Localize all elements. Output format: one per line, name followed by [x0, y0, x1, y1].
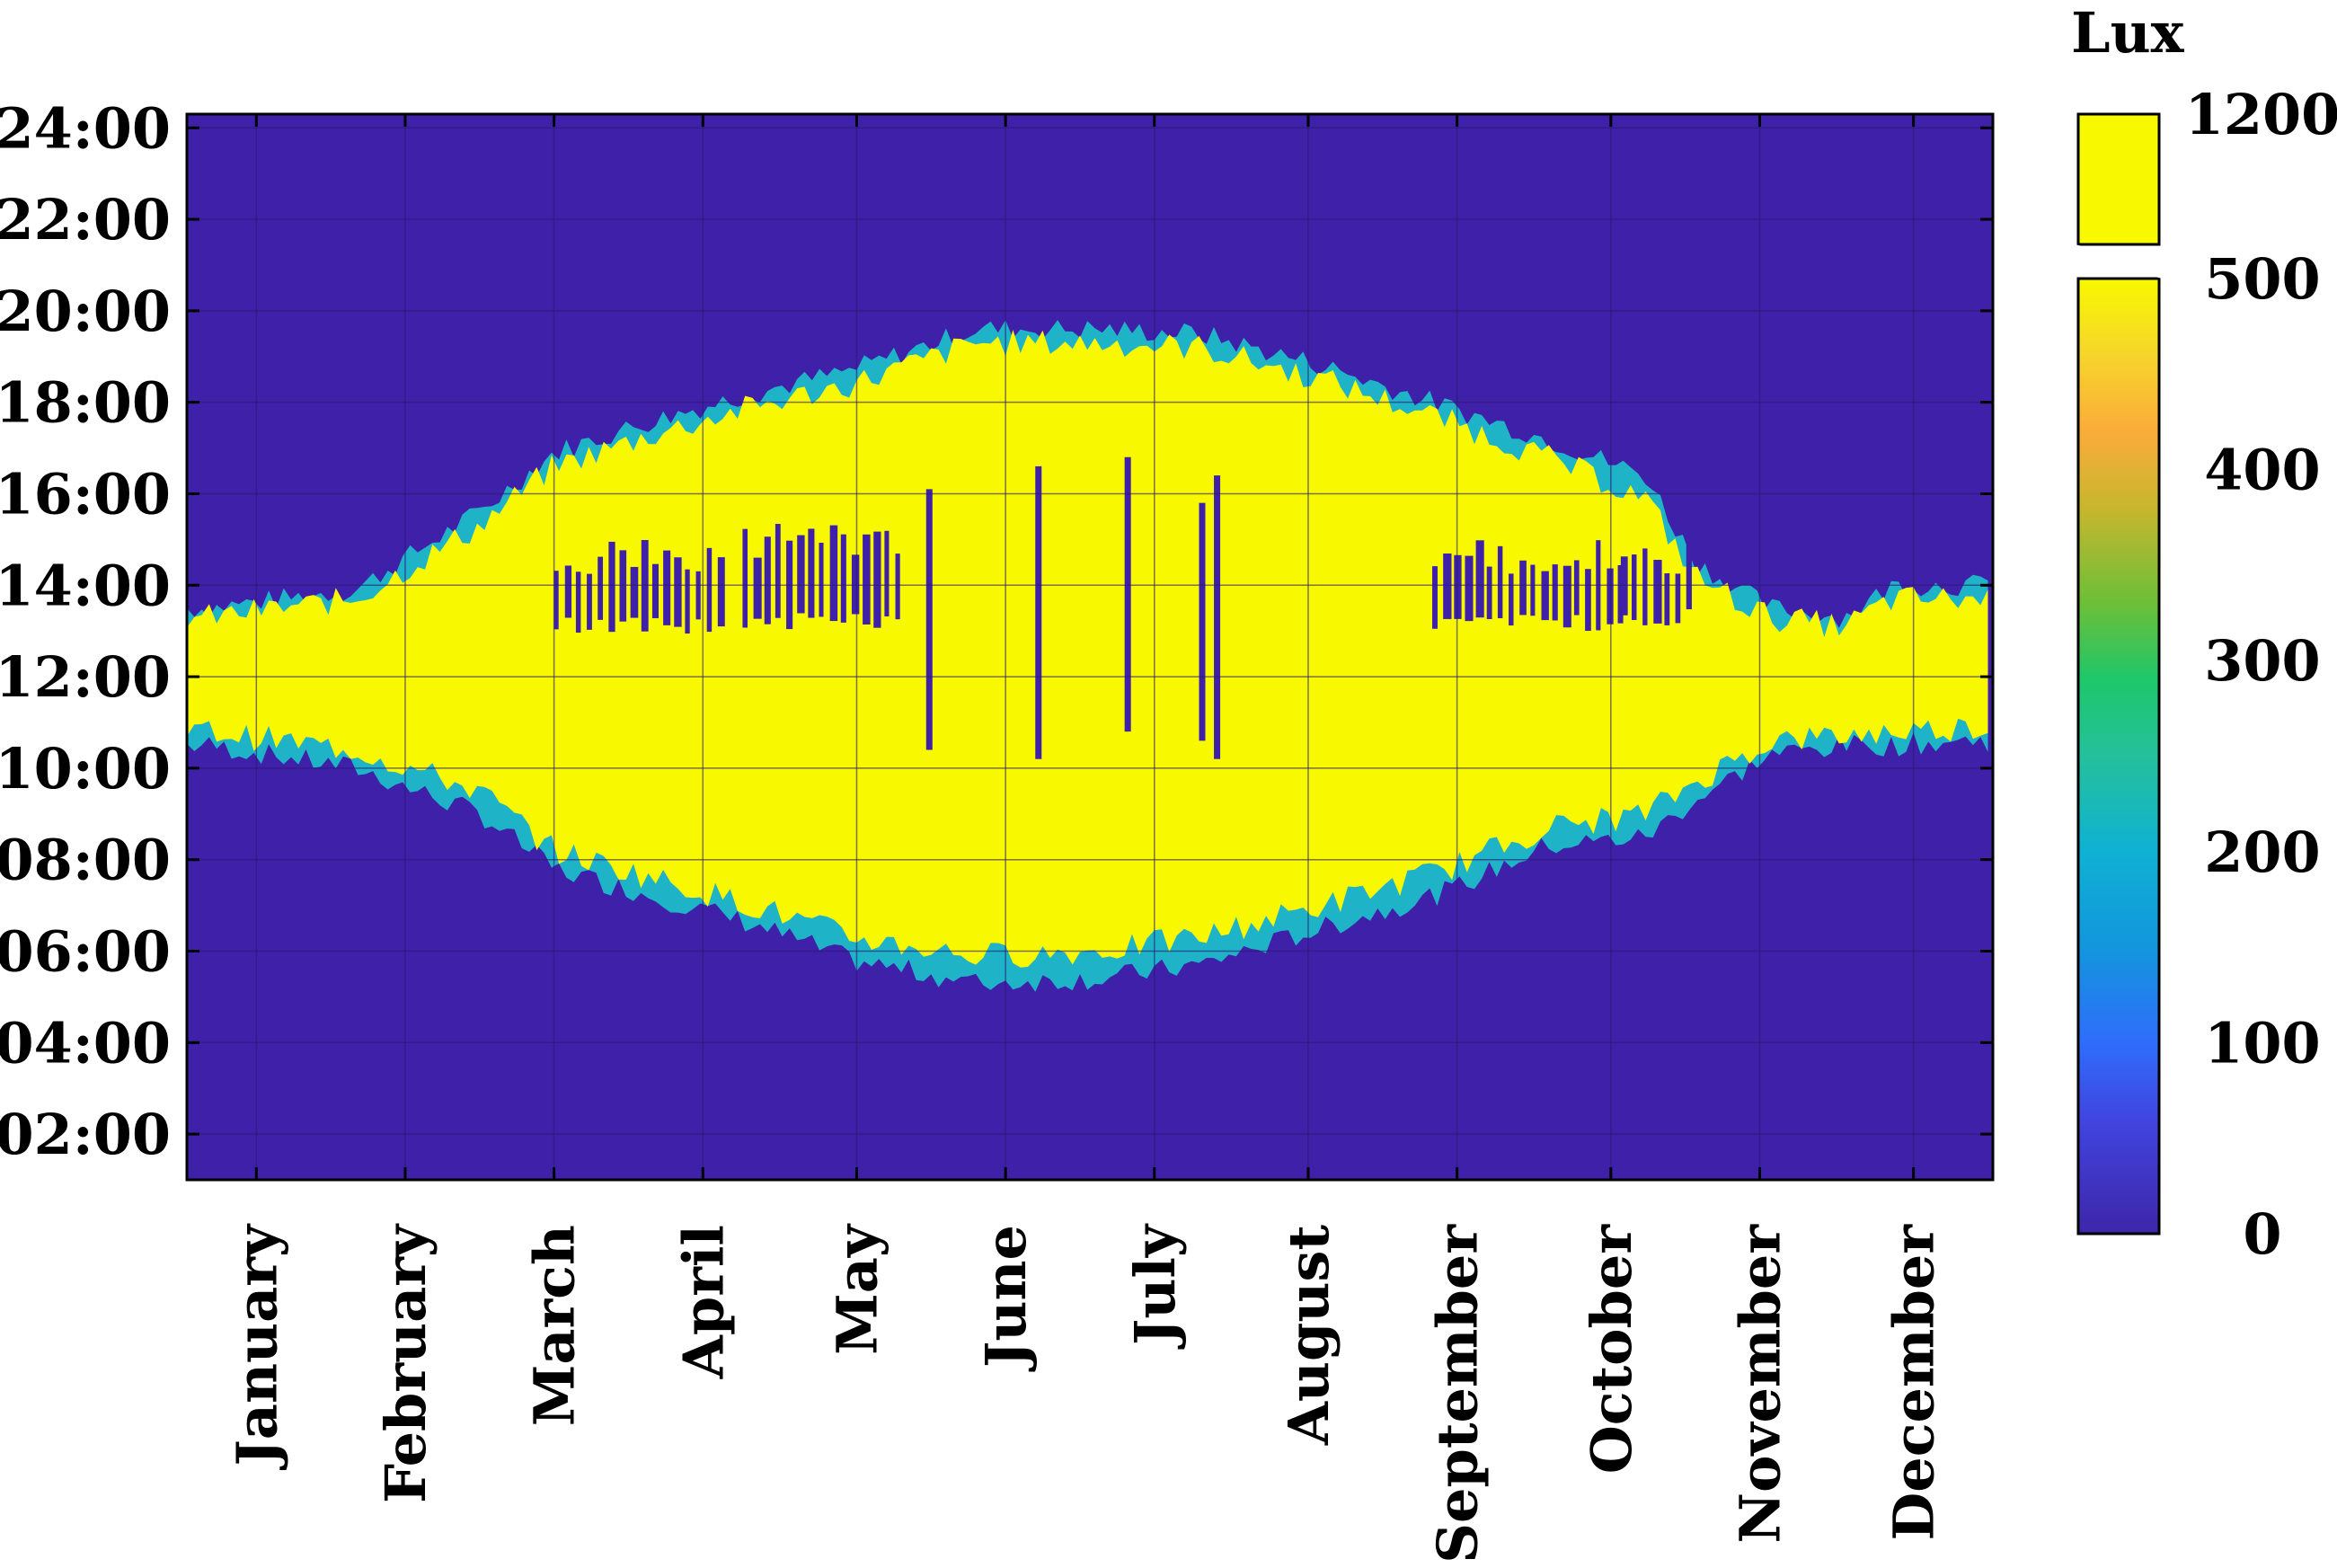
midday-dark-streak: [1607, 568, 1614, 625]
midday-dark-streak: [651, 563, 659, 618]
colorbar-tick-label: 1200: [2185, 82, 2337, 147]
midday-dark-streak: [1519, 560, 1527, 616]
midday-dark-streak: [742, 528, 748, 628]
midday-dark-streak: [706, 547, 713, 633]
midday-dark-streak: [863, 534, 871, 625]
overcast-day-streak: [1124, 456, 1131, 732]
x-tick-label: April: [670, 1225, 736, 1379]
midday-dark-streak: [840, 534, 846, 623]
colorbar-axis-break: [2075, 244, 2163, 279]
midday-dark-streak: [1497, 545, 1503, 618]
x-tick-label: March: [522, 1225, 588, 1426]
midday-dark-streak: [663, 550, 671, 625]
x-tick-label: August: [1276, 1225, 1341, 1447]
colorbar-tick-label: 500: [2204, 246, 2320, 312]
colorbar-tick-label: 300: [2204, 628, 2320, 694]
midday-dark-streak: [829, 525, 838, 622]
x-tick-label: May: [824, 1223, 890, 1355]
y-tick-label: 24:00: [0, 95, 171, 161]
colorbar-tick-label: 0: [2243, 1201, 2281, 1267]
overcast-day-streak: [1035, 465, 1042, 759]
x-tick-label: February: [373, 1223, 438, 1503]
midday-dark-streak: [575, 571, 581, 633]
x-tick-label: September: [1425, 1224, 1491, 1564]
midday-dark-streak: [587, 573, 592, 630]
midday-dark-streak: [764, 536, 771, 625]
midday-dark-streak: [1562, 565, 1571, 628]
overcast-day-streak: [1214, 475, 1221, 759]
midday-dark-streak: [884, 530, 890, 616]
midday-dark-streak: [1653, 560, 1662, 624]
y-tick-label: 16:00: [0, 461, 171, 527]
midday-dark-streak: [1541, 571, 1549, 621]
midday-dark-streak: [753, 557, 762, 619]
midday-dark-streak: [1443, 553, 1452, 619]
midday-dark-streak: [1465, 555, 1474, 622]
midday-dark-streak: [674, 557, 682, 627]
y-tick-label: 12:00: [0, 644, 171, 710]
overcast-day-streak: [925, 489, 933, 750]
midday-dark-streak: [895, 554, 900, 620]
midday-dark-streak: [797, 535, 805, 614]
midday-dark-streak: [685, 569, 690, 634]
midday-dark-streak: [695, 571, 701, 620]
midday-dark-streak: [564, 565, 572, 618]
midday-dark-streak: [608, 541, 615, 633]
x-tick-label: July: [1122, 1223, 1188, 1350]
midday-dark-streak: [1686, 545, 1692, 610]
midday-dark-streak: [1642, 548, 1648, 625]
midday-dark-streak: [1432, 566, 1438, 629]
midday-dark-streak: [1454, 554, 1462, 619]
y-tick-label: 14:00: [0, 553, 171, 618]
midday-dark-streak: [1486, 566, 1492, 619]
y-tick-label: 06:00: [0, 918, 171, 984]
midday-dark-streak: [1573, 560, 1580, 616]
x-tick-label: October: [1579, 1224, 1644, 1475]
midday-dark-streak: [808, 528, 815, 618]
midday-dark-streak: [1509, 573, 1514, 626]
y-tick-label: 10:00: [0, 736, 171, 802]
midday-dark-streak: [1530, 564, 1536, 616]
overcast-day-streak: [1199, 502, 1206, 741]
colorbar-top-segment: [2076, 112, 2161, 246]
midday-dark-streak: [1585, 569, 1591, 632]
midday-dark-streak: [1632, 554, 1637, 621]
x-tick-label: June: [973, 1225, 1039, 1372]
colorbar-tick-label: 400: [2204, 438, 2320, 503]
midday-dark-streak: [1617, 565, 1624, 624]
midday-dark-streak: [1664, 573, 1670, 625]
x-tick-label: January: [224, 1223, 289, 1471]
colorbar-gradient: [2076, 277, 2161, 1236]
midday-dark-streak: [775, 524, 781, 618]
colorbar-tick-label: 100: [2204, 1010, 2320, 1076]
y-tick-label: 22:00: [0, 187, 171, 252]
midday-dark-streak: [873, 531, 881, 628]
colorbar-label: Lux: [2071, 0, 2185, 66]
midday-dark-streak: [553, 571, 559, 630]
y-tick-label: 20:00: [0, 279, 171, 344]
x-tick-label: December: [1881, 1224, 1947, 1541]
midday-dark-streak: [1475, 540, 1484, 618]
colorbar-tick-label: 200: [2204, 819, 2320, 885]
x-tick-label: November: [1727, 1224, 1793, 1544]
midday-dark-streak: [717, 557, 725, 627]
y-tick-label: 18:00: [0, 370, 171, 436]
plot-frame: [185, 112, 1995, 1182]
y-tick-label: 02:00: [0, 1102, 171, 1167]
midday-dark-streak: [1675, 573, 1681, 624]
midday-dark-streak: [598, 556, 604, 620]
y-tick-label: 04:00: [0, 1010, 171, 1076]
midday-dark-streak: [1552, 564, 1558, 621]
midday-dark-streak: [851, 554, 860, 615]
midday-dark-streak: [819, 543, 824, 617]
midday-dark-streak: [630, 566, 639, 618]
y-tick-label: 08:00: [0, 828, 171, 893]
high-light-band: [187, 330, 1988, 968]
